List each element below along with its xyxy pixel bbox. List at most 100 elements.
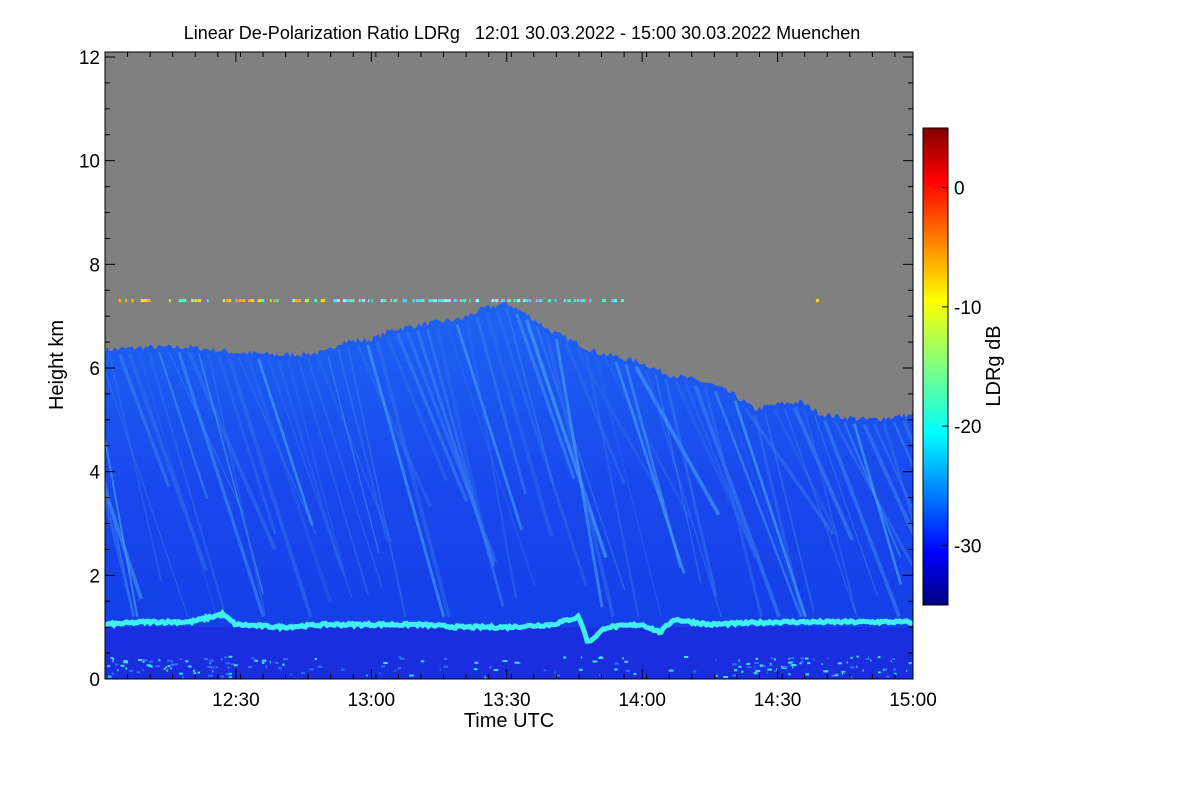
speckle-pixel (781, 665, 783, 668)
colorbar-tick-label: -10 (954, 298, 981, 319)
speckle-pixel (599, 674, 601, 677)
speckle-pixel (850, 666, 855, 669)
speckle-pixel (225, 662, 230, 665)
x-axis-label: Time UTC (464, 710, 554, 732)
colorbar: 0 -10 -20 -30 (922, 127, 981, 606)
fall-streak (873, 423, 913, 513)
speckle-pixel (224, 656, 227, 659)
speckle-pixel (193, 672, 197, 675)
speckle-pixel (123, 661, 129, 664)
y-axis: 0 2 4 6 8 10 12 (79, 48, 913, 691)
cirrus-pixel (440, 299, 444, 303)
speckle-pixel (732, 674, 738, 677)
cirrus-pixel (500, 299, 505, 303)
cirrus-pixel (434, 299, 437, 303)
speckle-pixel (715, 674, 718, 677)
cirrus-pixel (207, 299, 209, 303)
speckle-pixel (185, 660, 189, 663)
speckle-pixel (381, 665, 385, 668)
y-axis-label: Height km (46, 320, 68, 410)
cirrus-pixel (611, 299, 616, 303)
speckle-pixel (290, 673, 292, 676)
speckle-pixel (614, 662, 619, 665)
speckle-pixel (738, 665, 742, 668)
fall-streak (693, 384, 781, 618)
cirrus-pixel (371, 299, 373, 303)
speckle-pixel (746, 662, 751, 665)
speckle-pixel (827, 657, 829, 660)
speckle-pixel (843, 671, 845, 674)
speckle-pixel (220, 658, 223, 661)
fall-streak (277, 359, 343, 569)
speckle-pixel (261, 659, 267, 662)
cirrus-pixel (251, 299, 255, 303)
speckle-pixel (906, 669, 908, 672)
speckle-pixel (444, 657, 448, 660)
speckle-pixel (277, 667, 282, 670)
speckle-pixel (142, 669, 144, 672)
cirrus-pixel (361, 299, 365, 303)
cirrus-pixel (248, 299, 252, 303)
fall-streak (356, 345, 432, 508)
speckle-pixel (773, 670, 777, 673)
speckle-pixel (489, 666, 492, 669)
speckle-pixel (834, 674, 839, 677)
speckle-pixel (166, 669, 169, 672)
fall-streak (763, 412, 815, 612)
fall-streak (475, 316, 527, 495)
cirrus-pixel (463, 299, 466, 303)
speckle-pixel (188, 665, 192, 668)
cirrus-pixel (437, 299, 441, 303)
fall-streak (644, 369, 722, 618)
speckle-pixel (792, 666, 794, 669)
cirrus-pixel (147, 299, 151, 303)
y-tick-label: 10 (79, 152, 100, 173)
speckle-pixel (625, 670, 630, 673)
speckle-pixel (856, 655, 859, 658)
fall-streak (882, 422, 913, 526)
speckle-pixel (443, 665, 449, 668)
cirrus-pixel (412, 299, 415, 303)
x-tick-label: 13:00 (348, 690, 396, 711)
cirrus-pixel (554, 299, 557, 303)
fall-streak (386, 336, 449, 481)
speckle-pixel (155, 665, 161, 668)
plot-frame (104, 51, 914, 680)
speckle-pixel (108, 675, 112, 678)
cirrus-pixel (314, 299, 318, 303)
fall-streak (515, 313, 576, 480)
colorbar-tick-label: -30 (954, 536, 981, 557)
speckle-pixel (800, 657, 804, 660)
speckle-pixel (269, 661, 271, 664)
speckle-pixel (624, 660, 629, 663)
speckle-pixel (865, 657, 870, 660)
fall-streak (743, 406, 835, 536)
speckle-pixel (149, 660, 153, 663)
y-tick-label: 0 (89, 670, 100, 691)
boundary-layer-line (105, 608, 913, 644)
speckle-pixel (633, 673, 637, 675)
fall-streak (595, 357, 663, 617)
fall-streak (634, 365, 721, 516)
speckle-pixel (262, 662, 265, 664)
fall-streak (425, 328, 505, 608)
cirrus-pixel (402, 299, 407, 303)
plot-area (105, 52, 913, 679)
speckle-pixel (115, 663, 119, 666)
fall-streak (105, 474, 135, 617)
cirrus-pixel (529, 299, 532, 303)
fall-streak (624, 363, 683, 568)
speckle-pixel (228, 675, 231, 678)
speckle-pixel (209, 662, 211, 665)
speckle-pixel (383, 662, 388, 664)
cirrus-pixel (260, 299, 265, 303)
cirrus-pixel (342, 299, 347, 303)
cirrus-pixel (579, 299, 584, 303)
speckle-pixel (136, 671, 140, 674)
cirrus-pixel (197, 299, 202, 303)
cirrus-pixel (453, 299, 458, 303)
fall-streak (317, 357, 393, 544)
cirrus-pixel (222, 299, 225, 303)
y-tick-label: 8 (89, 255, 100, 276)
speckle-pixel (253, 658, 255, 661)
